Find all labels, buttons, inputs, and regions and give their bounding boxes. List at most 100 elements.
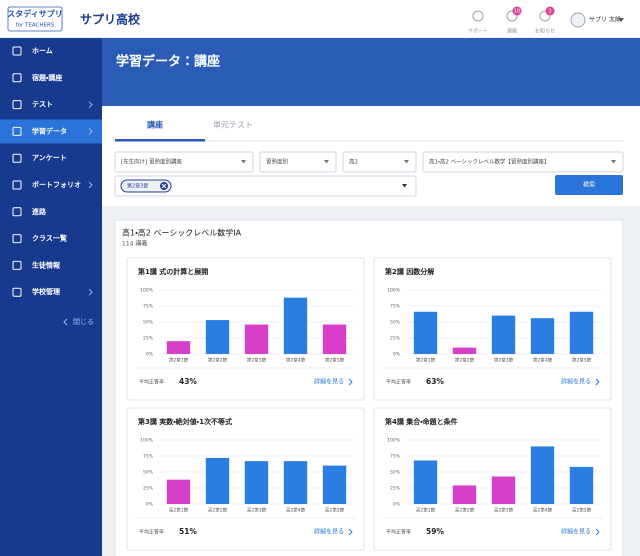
chip[interactable] <box>120 179 172 193</box>
select-caret <box>402 184 407 188</box>
sidebar-item[interactable]: 進路 <box>32 207 47 216</box>
page-banner <box>102 38 640 106</box>
y-tick-label: 0% <box>393 502 401 508</box>
chip-label[interactable]: 第2章3節 <box>127 183 148 190</box>
close-chevron <box>63 318 68 326</box>
y-tick-label: 50% <box>390 320 401 326</box>
x-tick-label: 第2章1節 <box>169 357 189 364</box>
tab[interactable]: 単元テスト <box>213 120 253 130</box>
filter-value[interactable]: [先生向け] 習熟度別講座 <box>121 158 183 166</box>
average-value: 43% <box>179 377 197 386</box>
x-tick-label: 第2章3節 <box>494 357 514 364</box>
sidebar-icon <box>12 180 22 190</box>
filter-value[interactable]: 高2 <box>349 158 358 166</box>
bar <box>530 446 555 504</box>
header-icon[interactable] <box>472 10 484 22</box>
sidebar-item[interactable]: 生徒情報 <box>32 260 61 269</box>
detail-link[interactable]: 詳細を見る <box>561 528 591 536</box>
x-tick-label: 第2章2節 <box>455 357 475 364</box>
x-tick-label: 高2第1節 <box>169 507 189 514</box>
sidebar-item[interactable]: 学習データ <box>32 126 67 135</box>
filter-select[interactable] <box>259 151 337 173</box>
sidebar-chevron <box>88 101 93 108</box>
sidebar-close[interactable]: 閉じる <box>73 318 94 326</box>
detail-link[interactable]: 詳細を見る <box>314 378 344 386</box>
sidebar-item[interactable]: 宿題・講座 <box>31 73 62 82</box>
y-tick-label: 75% <box>390 304 401 310</box>
average-label: 平均正答率 <box>139 379 164 386</box>
sidebar-icon <box>12 153 22 163</box>
header-icon-label[interactable]: お知らせ <box>535 28 555 35</box>
header-icon[interactable] <box>506 10 518 22</box>
average-value: 51% <box>179 527 197 536</box>
sidebar-icon <box>12 126 22 136</box>
select-caret <box>404 160 409 164</box>
x-tick-label: 第2章4節 <box>286 357 306 364</box>
filter-value[interactable]: 高1・高2 ベーシックレベル数学【習熟度別講座】 <box>429 158 550 166</box>
y-tick-label: 100% <box>387 438 401 444</box>
y-tick-label: 75% <box>390 454 401 460</box>
bar <box>569 466 594 504</box>
y-tick-label: 0% <box>146 502 154 508</box>
x-tick-label: 高2第4節 <box>533 507 553 514</box>
school-name: サプリ高校 <box>80 12 141 27</box>
user-name[interactable]: サプリ 太郎 <box>589 16 621 24</box>
y-tick-label: 75% <box>143 304 154 310</box>
bar <box>569 311 594 354</box>
x-tick-label: 第2章1節 <box>416 357 436 364</box>
y-tick-label: 75% <box>143 454 154 460</box>
x-tick-label: 第2章5節 <box>572 357 592 364</box>
sidebar-item[interactable]: 学校管理 <box>32 287 60 296</box>
sidebar-item[interactable]: ポートフォリオ <box>32 180 81 189</box>
sidebar-item[interactable]: アンケート <box>32 154 67 162</box>
search-button[interactable] <box>555 175 623 195</box>
chart-title: 第2講 因数分解 <box>384 267 434 276</box>
badge <box>512 6 522 16</box>
course-title: 高1・高2 ベーシックレベル数学IA <box>122 228 242 238</box>
logo[interactable]: スタディサプリ <box>7 9 62 19</box>
sidebar-item[interactable]: ホーム <box>32 47 53 55</box>
filter-value[interactable]: 習熟度別 <box>266 158 288 166</box>
sidebar-chevron <box>88 181 93 189</box>
chart-title: 第4講 集合・命題と条件 <box>384 417 458 426</box>
header-icon-label[interactable]: 連絡 <box>507 28 517 35</box>
y-tick-label: 25% <box>143 486 154 492</box>
bar <box>205 457 230 504</box>
filter-select[interactable] <box>422 151 624 173</box>
detail-link[interactable]: 詳細を見る <box>561 378 591 386</box>
y-tick-label: 50% <box>390 470 401 476</box>
sidebar-icon <box>12 100 22 110</box>
user-avatar[interactable] <box>570 12 586 28</box>
unit-select[interactable] <box>114 175 417 197</box>
x-tick-label: 第2章3節 <box>247 357 267 364</box>
filter-select[interactable] <box>342 151 417 173</box>
x-tick-label: 高2第5節 <box>325 507 345 514</box>
x-tick-label: 高2第5節 <box>572 507 592 514</box>
select-caret <box>611 160 616 164</box>
bar <box>491 315 516 354</box>
badge-count: 3 <box>548 9 551 15</box>
sidebar-active <box>0 119 102 144</box>
filter-select[interactable] <box>114 151 254 173</box>
y-tick-label: 0% <box>146 352 154 358</box>
tab-active[interactable]: 講座 <box>147 120 163 130</box>
sidebar-icon <box>12 207 22 217</box>
y-tick-label: 25% <box>143 336 154 342</box>
tab-underline <box>115 139 205 142</box>
x-tick-label: 高2第3節 <box>494 507 514 514</box>
logo-box <box>7 6 63 32</box>
x-tick-label: 高2第1節 <box>416 507 436 514</box>
y-tick-label: 25% <box>390 336 401 342</box>
header-icon[interactable] <box>539 10 551 22</box>
search-button-label[interactable]: 検索 <box>583 181 595 189</box>
detail-link[interactable]: 詳細を見る <box>314 528 344 536</box>
header-icon-label[interactable]: サポート <box>468 28 488 35</box>
detail-chevron <box>348 528 353 536</box>
x-tick-label: 高2第3節 <box>247 507 267 514</box>
user-menu-caret[interactable] <box>618 18 624 22</box>
badge-count: 10 <box>514 9 520 15</box>
sidebar-item[interactable]: クラス一覧 <box>32 234 67 243</box>
sidebar-item[interactable]: テスト <box>32 101 53 109</box>
logo-sub: for TEACHERS <box>16 23 55 29</box>
